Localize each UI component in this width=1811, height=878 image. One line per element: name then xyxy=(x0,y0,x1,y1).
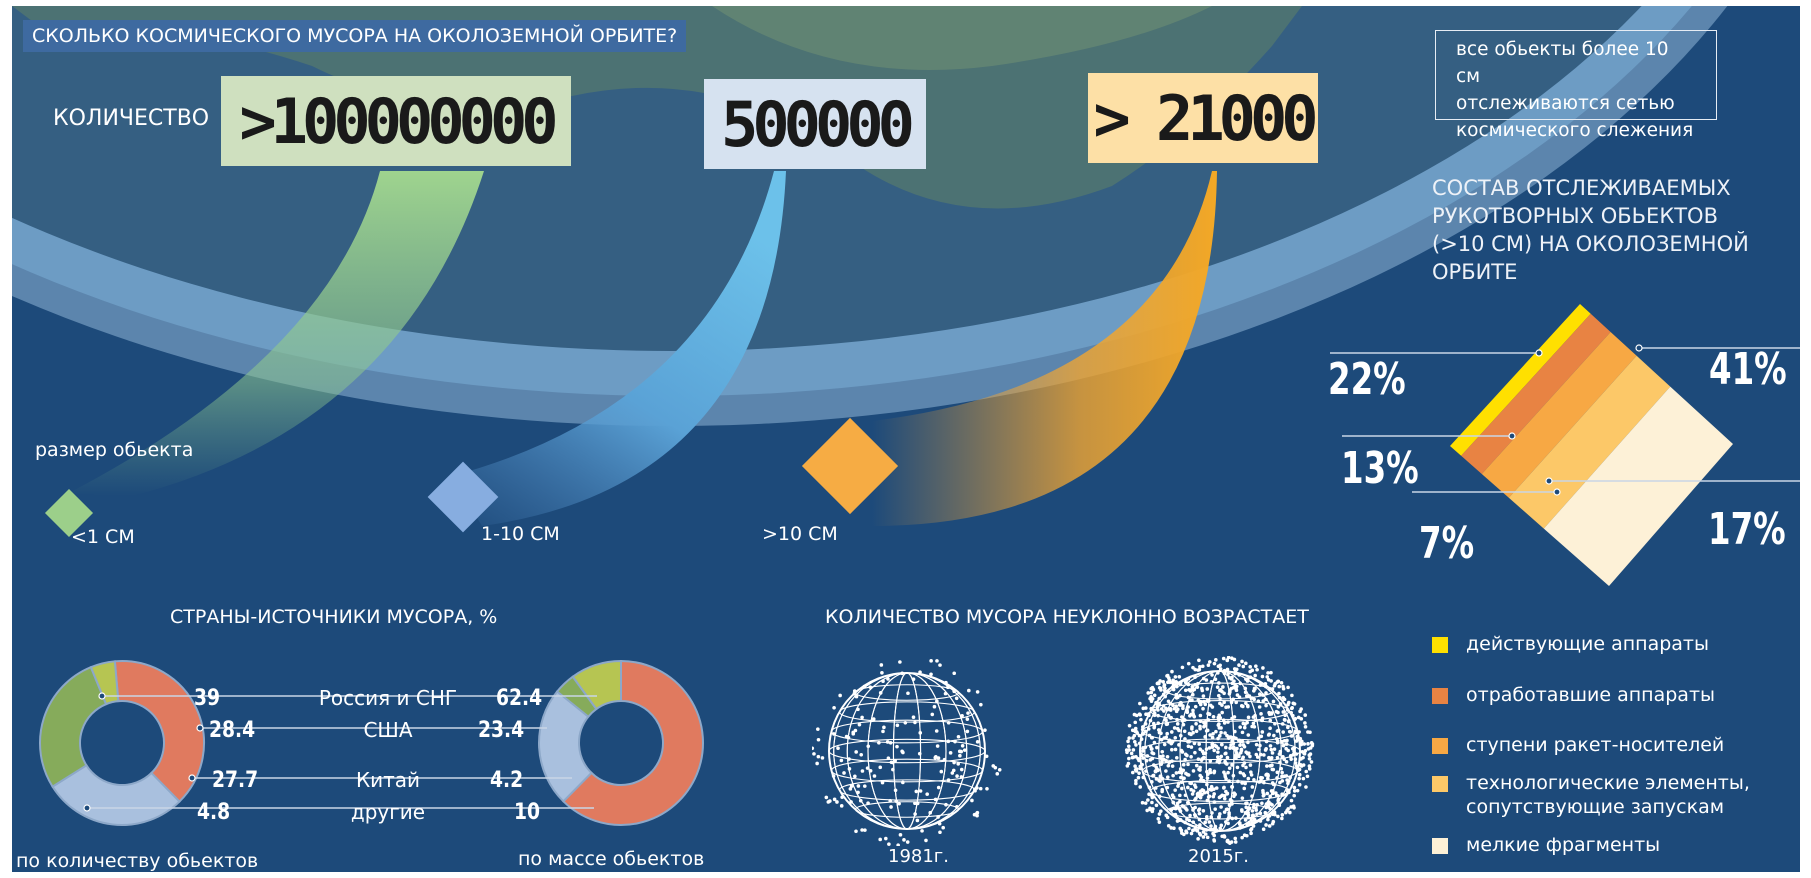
legend-item-tech: технологические элементы, сопутствующие … xyxy=(1432,771,1750,819)
country-connector-dot-0 xyxy=(98,692,106,700)
earth-land xyxy=(12,6,1302,209)
country-connector-dot-2 xyxy=(188,774,196,782)
composition-leader-dot-0 xyxy=(1535,349,1543,357)
mass-donut-slice-3 xyxy=(571,659,622,711)
beam-orange xyxy=(872,171,1217,526)
count-pct-other: 4.8 xyxy=(197,800,231,825)
legend-swatch xyxy=(1432,838,1448,854)
composition-leader-dot-3 xyxy=(1553,488,1561,496)
composition-leader-dot-1 xyxy=(1635,344,1643,352)
globe-2015 xyxy=(1124,656,1315,845)
count-large: > 21000 xyxy=(1088,73,1319,163)
year-1981-label: 1981г. xyxy=(888,846,949,867)
composition-leader-dot-4 xyxy=(1545,477,1553,485)
legend-item-stages: ступени ракет-носителей xyxy=(1432,733,1724,757)
growth-title: КОЛИЧЕСТВО МУСОРА НЕУКЛОННО ВОЗРАСТАЕТ xyxy=(825,606,1309,628)
legend-swatch xyxy=(1432,688,1448,704)
tracking-note: все обьекты более 10 см отслеживаются се… xyxy=(1435,30,1717,141)
composition-title: СОСТАВ ОТСЛЕЖИВАЕМЫХ РУКОТВОРНЫХ ОБЬЕКТО… xyxy=(1432,176,1749,284)
size-marker-blue xyxy=(427,461,499,533)
country-name-other: другие xyxy=(350,800,426,824)
composition-chart xyxy=(1330,304,1800,586)
legend-item-active: действующие аппараты xyxy=(1432,632,1709,656)
size-marker-green xyxy=(44,488,94,538)
legend-item-fragments: мелкие фрагменты xyxy=(1432,833,1660,857)
beam-green xyxy=(67,171,484,496)
count-donut-slice-2 xyxy=(39,665,108,788)
count-pct-russia: 39 xyxy=(194,686,221,711)
mass-pct-other: 10 xyxy=(514,800,541,825)
count-medium: 500000 xyxy=(704,79,926,169)
count-pct-usa: 28.4 xyxy=(209,718,256,743)
page-title: СКОЛЬКО КОСМИЧЕСКОГО МУСОРА НА ОКОЛОЗЕМН… xyxy=(23,20,687,52)
countries-donut-charts xyxy=(39,659,704,826)
mass-donut-slice-0 xyxy=(561,659,704,826)
pct-stages-13: 13% xyxy=(1341,443,1419,494)
composition-band-2 xyxy=(1481,332,1637,498)
pct-small-fragments-22: 22% xyxy=(1328,354,1406,405)
pct-active-7: 7% xyxy=(1419,518,1475,569)
by-mass-label: по массе обьектов xyxy=(518,848,705,870)
country-connector-dot-3 xyxy=(83,804,91,812)
legend-swatch xyxy=(1432,738,1448,754)
size-medium-label: 1-10 СМ xyxy=(481,523,560,545)
legend-swatch xyxy=(1432,637,1448,653)
growth-globes xyxy=(812,656,1315,846)
composition-band-3 xyxy=(1508,355,1671,529)
mass-pct-china: 4.2 xyxy=(490,768,524,793)
composition-band-0 xyxy=(1450,304,1591,456)
pct-small-fragments-41: 41% xyxy=(1709,344,1787,395)
country-name-russia: Россия и СНГ xyxy=(318,686,458,710)
pct-tech-17: 17% xyxy=(1708,504,1786,555)
size-label: размер обьекта xyxy=(35,439,194,461)
globe-1981 xyxy=(812,659,1002,846)
composition-band-4 xyxy=(1543,386,1733,586)
count-small: >100000000 xyxy=(221,76,571,166)
country-name-usa: США xyxy=(363,718,413,742)
by-count-label: по количеству обьектов xyxy=(16,850,259,872)
year-2015-label: 2015г. xyxy=(1188,846,1249,867)
mass-pct-usa: 23.4 xyxy=(478,718,525,743)
countries-title: СТРАНЫ-ИСТОЧНИКИ МУСОРА, % xyxy=(170,606,498,628)
earth-land-2 xyxy=(712,6,1212,70)
composition-band-1 xyxy=(1461,313,1611,474)
legend-swatch xyxy=(1432,776,1448,792)
country-connector-dot-1 xyxy=(196,724,204,732)
country-name-china: Китай xyxy=(355,768,421,792)
mass-pct-russia: 62.4 xyxy=(496,686,543,711)
infographic-panel: СКОЛЬКО КОСМИЧЕСКОГО МУСОРА НА ОКОЛОЗЕМН… xyxy=(12,6,1800,872)
size-marker-orange xyxy=(801,417,899,515)
size-small-label: <1 СМ xyxy=(71,526,135,548)
size-large-label: >10 СМ xyxy=(762,523,838,545)
composition-leader-dot-2 xyxy=(1508,432,1516,440)
legend-item-spent: отработавшие аппараты xyxy=(1432,683,1715,707)
quantity-label: КОЛИЧЕСТВО xyxy=(53,106,210,131)
count-donut-slice-3 xyxy=(89,660,120,706)
count-pct-china: 27.7 xyxy=(212,768,259,793)
